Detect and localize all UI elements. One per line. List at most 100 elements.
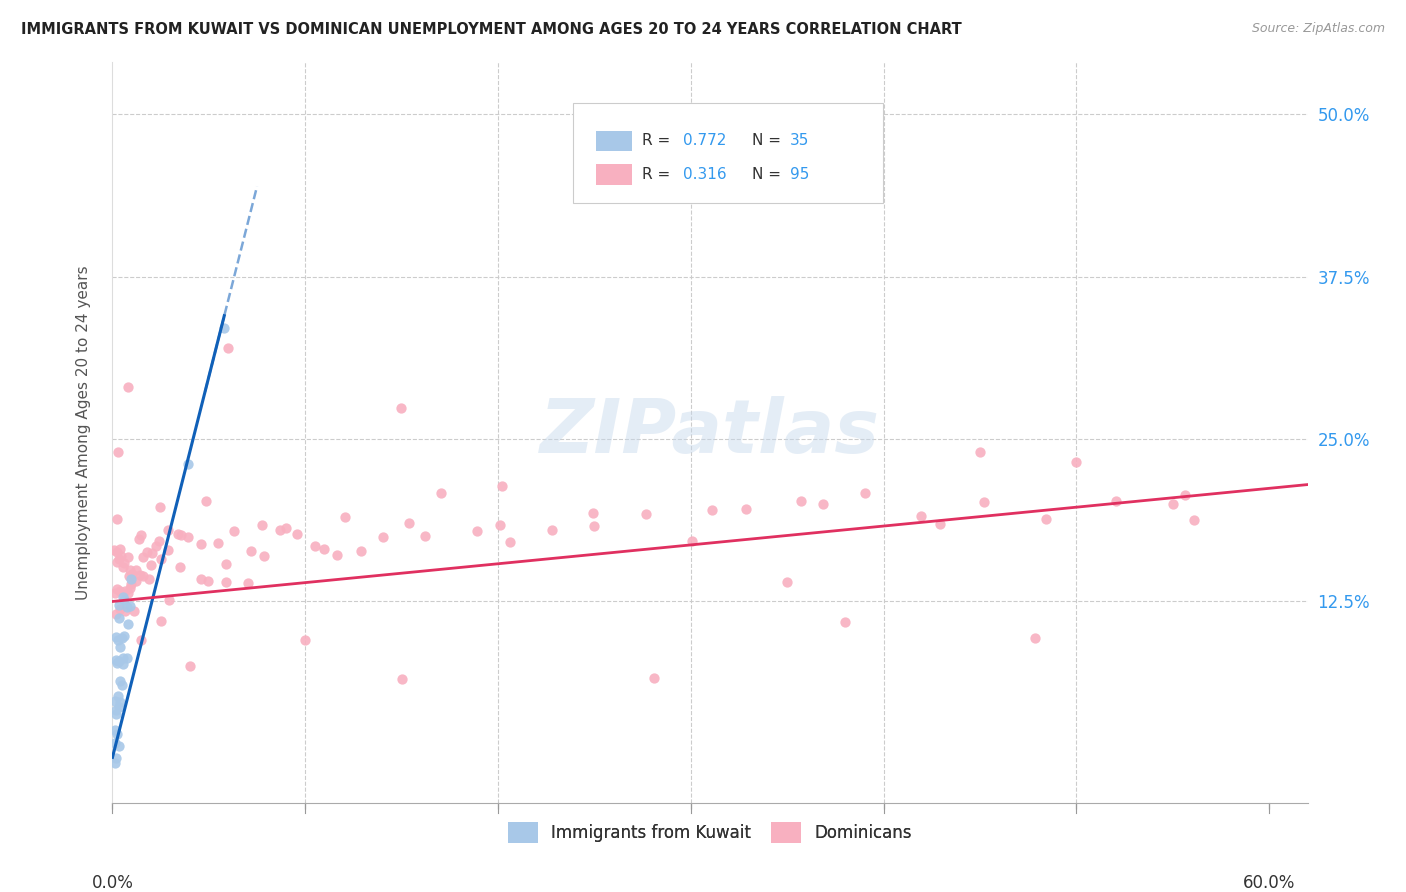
Point xyxy=(207,536,229,550)
Text: N =: N = xyxy=(752,167,786,182)
FancyBboxPatch shape xyxy=(596,130,633,152)
Point xyxy=(429,485,451,500)
Point xyxy=(636,507,658,521)
Point xyxy=(224,524,246,538)
Point xyxy=(853,486,876,500)
Text: N =: N = xyxy=(752,134,786,148)
Text: 35: 35 xyxy=(790,134,810,148)
Point xyxy=(215,557,238,571)
Point xyxy=(581,506,603,520)
Point xyxy=(215,574,238,589)
Point xyxy=(128,532,150,546)
Point xyxy=(105,630,128,644)
Point xyxy=(132,569,155,583)
Point xyxy=(583,159,606,173)
Point xyxy=(145,540,167,554)
Point xyxy=(1105,493,1128,508)
Point xyxy=(681,533,703,548)
Point xyxy=(112,629,135,643)
Point xyxy=(129,528,152,542)
Point xyxy=(104,585,127,599)
Y-axis label: Unemployment Among Ages 20 to 24 years: Unemployment Among Ages 20 to 24 years xyxy=(76,265,91,600)
Point xyxy=(105,657,128,671)
Point xyxy=(131,633,153,648)
Point xyxy=(391,673,413,687)
Point xyxy=(166,527,188,541)
Point xyxy=(643,671,665,685)
Point xyxy=(929,516,952,531)
FancyBboxPatch shape xyxy=(572,103,883,203)
Point xyxy=(125,563,148,577)
Point xyxy=(110,673,132,688)
Text: IMMIGRANTS FROM KUWAIT VS DOMINICAN UNEMPLOYMENT AMONG AGES 20 TO 24 YEARS CORRE: IMMIGRANTS FROM KUWAIT VS DOMINICAN UNEM… xyxy=(21,22,962,37)
Point xyxy=(776,574,799,589)
Point xyxy=(125,574,148,588)
Point xyxy=(702,503,724,517)
Point xyxy=(141,546,163,560)
Text: R =: R = xyxy=(643,134,675,148)
Point xyxy=(157,543,180,558)
Point xyxy=(217,341,239,355)
Point xyxy=(105,582,128,596)
Text: 0.772: 0.772 xyxy=(682,134,725,148)
Point xyxy=(117,616,139,631)
Point xyxy=(107,654,129,668)
Point xyxy=(105,511,128,525)
Point xyxy=(190,572,212,586)
Point xyxy=(969,445,991,459)
Point xyxy=(139,558,162,573)
Point xyxy=(212,321,235,335)
Point xyxy=(312,541,335,556)
Point xyxy=(120,572,142,586)
Point xyxy=(118,563,141,577)
Point xyxy=(238,576,260,591)
Point xyxy=(117,380,139,394)
Point xyxy=(350,544,373,558)
Point xyxy=(811,497,834,511)
Point xyxy=(129,567,152,582)
Text: 0.316: 0.316 xyxy=(682,167,725,182)
Point xyxy=(398,516,420,530)
Point xyxy=(110,542,132,557)
Point xyxy=(118,599,141,613)
Point xyxy=(253,549,276,563)
Point xyxy=(107,690,129,704)
Point xyxy=(973,495,995,509)
Point xyxy=(114,583,136,598)
Point xyxy=(104,607,127,622)
Text: ZIPatlas: ZIPatlas xyxy=(540,396,880,469)
Point xyxy=(121,567,143,582)
Point xyxy=(177,530,200,544)
Point xyxy=(149,614,172,628)
Point xyxy=(104,736,127,750)
Point xyxy=(170,527,193,541)
Point xyxy=(333,509,356,524)
Point xyxy=(120,581,142,595)
Legend: Immigrants from Kuwait, Dominicans: Immigrants from Kuwait, Dominicans xyxy=(502,815,918,850)
Point xyxy=(117,586,139,600)
Point xyxy=(107,445,129,459)
Point xyxy=(326,548,349,562)
Point xyxy=(104,723,127,737)
Point xyxy=(111,651,134,665)
Point xyxy=(104,756,127,770)
Point xyxy=(110,549,132,563)
Point xyxy=(287,527,309,541)
Point xyxy=(107,632,129,647)
Point xyxy=(276,521,298,535)
Text: 60.0%: 60.0% xyxy=(1243,874,1295,892)
Point xyxy=(415,529,437,543)
Point xyxy=(112,560,135,574)
Point xyxy=(104,750,127,764)
Point xyxy=(105,545,128,559)
Point xyxy=(734,502,756,516)
Point xyxy=(132,550,155,565)
Point xyxy=(1024,631,1046,645)
Point xyxy=(115,651,138,665)
Point xyxy=(149,500,172,515)
Point xyxy=(834,615,856,629)
Point xyxy=(103,542,125,557)
FancyBboxPatch shape xyxy=(596,164,633,185)
Point xyxy=(488,517,510,532)
Point xyxy=(910,508,932,523)
